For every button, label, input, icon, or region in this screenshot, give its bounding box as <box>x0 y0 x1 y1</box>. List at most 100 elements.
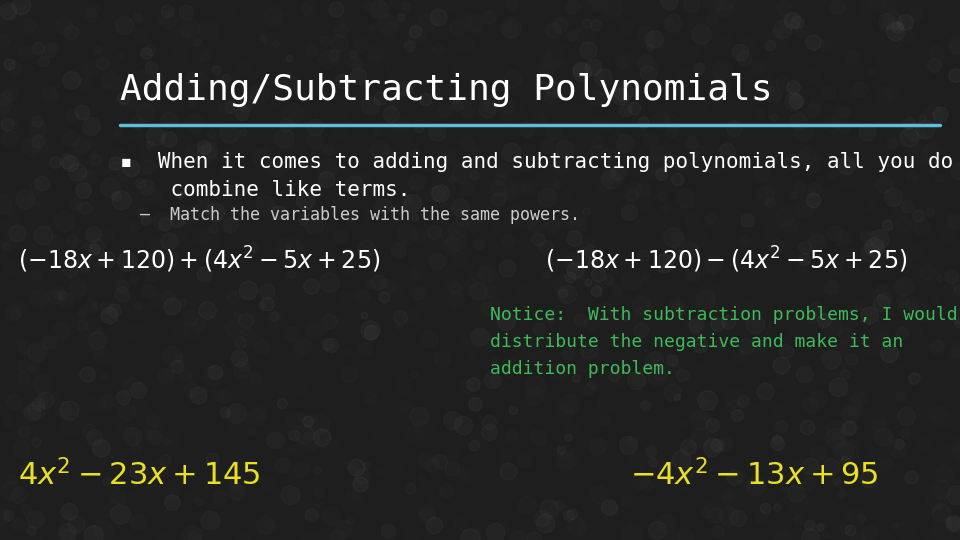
Point <box>207 367 223 376</box>
Point <box>55 291 70 299</box>
Point <box>528 73 543 82</box>
Point <box>48 238 63 247</box>
Point <box>464 279 479 288</box>
Point <box>335 525 350 534</box>
Point <box>720 491 735 500</box>
Point <box>719 292 734 301</box>
Point <box>757 504 773 512</box>
Point <box>828 364 843 373</box>
Point <box>924 166 940 175</box>
Point <box>449 101 465 110</box>
Point <box>937 469 952 477</box>
Point <box>937 446 952 454</box>
Point <box>255 33 271 42</box>
Point <box>133 31 149 39</box>
Point <box>259 300 275 309</box>
Point <box>517 217 533 225</box>
Point <box>768 29 783 37</box>
Point <box>864 67 879 76</box>
Point <box>617 139 633 147</box>
Point <box>63 69 79 77</box>
Point <box>619 406 635 414</box>
Point <box>704 120 719 129</box>
Point <box>897 281 912 290</box>
Point <box>768 241 783 250</box>
Point <box>330 172 346 180</box>
Point <box>577 274 592 283</box>
Point <box>359 461 374 469</box>
Point <box>664 534 680 540</box>
Point <box>612 327 628 336</box>
Point <box>122 513 137 522</box>
Point <box>754 512 769 521</box>
Point <box>669 236 684 245</box>
Point <box>145 98 160 107</box>
Point <box>928 48 944 57</box>
Point <box>627 238 642 247</box>
Point <box>14 10 30 19</box>
Point <box>187 80 203 89</box>
Point <box>341 515 356 524</box>
Point <box>149 192 164 201</box>
Point <box>623 275 638 284</box>
Point <box>110 169 126 178</box>
Point <box>276 251 292 260</box>
Point <box>283 330 299 339</box>
Point <box>193 46 208 55</box>
Point <box>888 521 903 529</box>
Point <box>381 126 396 134</box>
Point <box>426 163 442 171</box>
Point <box>535 118 550 126</box>
Point <box>633 57 648 65</box>
Point <box>856 497 872 506</box>
Point <box>893 364 908 373</box>
Point <box>517 273 533 282</box>
Point <box>590 280 606 289</box>
Point <box>88 49 104 58</box>
Point <box>900 132 916 141</box>
Point <box>125 188 140 197</box>
Point <box>485 376 500 384</box>
Point <box>759 66 775 75</box>
Point <box>188 89 204 98</box>
Point <box>529 418 544 427</box>
Point <box>830 383 846 391</box>
Point <box>384 361 399 370</box>
Point <box>785 326 801 335</box>
Point <box>362 394 377 402</box>
Point <box>207 442 223 451</box>
Point <box>0 12 12 21</box>
Point <box>618 69 634 77</box>
Point <box>161 135 177 144</box>
Point <box>947 53 960 62</box>
Point <box>229 487 245 496</box>
Point <box>597 416 612 425</box>
Point <box>99 352 114 361</box>
Point <box>828 263 843 272</box>
Point <box>851 300 866 308</box>
Point <box>19 199 35 208</box>
Point <box>561 433 576 441</box>
Point <box>87 154 103 163</box>
Point <box>738 342 754 350</box>
Point <box>807 230 823 239</box>
Point <box>394 228 409 237</box>
Point <box>236 63 252 71</box>
Point <box>695 102 710 110</box>
Point <box>358 245 373 253</box>
Point <box>42 222 58 231</box>
Point <box>43 346 59 354</box>
Point <box>688 320 704 329</box>
Point <box>720 164 735 172</box>
Point <box>204 218 219 226</box>
Point <box>26 195 41 204</box>
Point <box>727 392 742 401</box>
Point <box>906 374 922 382</box>
Point <box>717 440 732 449</box>
Point <box>225 330 240 339</box>
Point <box>862 236 877 245</box>
Point <box>495 165 511 174</box>
Point <box>84 5 100 14</box>
Point <box>147 430 162 438</box>
Point <box>479 270 494 279</box>
